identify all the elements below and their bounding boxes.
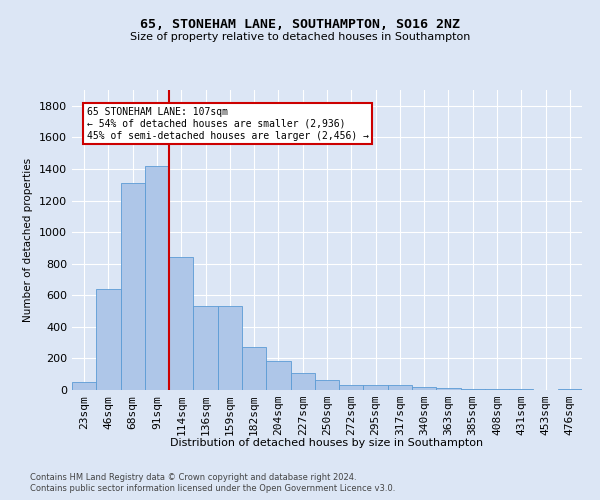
Bar bbox=[412, 387, 436, 390]
Bar bbox=[364, 385, 388, 390]
Bar bbox=[169, 258, 193, 390]
Bar bbox=[290, 374, 315, 390]
Bar bbox=[485, 389, 509, 390]
Text: Contains HM Land Registry data © Crown copyright and database right 2024.: Contains HM Land Registry data © Crown c… bbox=[30, 472, 356, 482]
Text: Size of property relative to detached houses in Southampton: Size of property relative to detached ho… bbox=[130, 32, 470, 42]
Bar bbox=[242, 348, 266, 390]
Bar bbox=[558, 389, 582, 390]
Bar bbox=[72, 382, 96, 390]
Text: 65, STONEHAM LANE, SOUTHAMPTON, SO16 2NZ: 65, STONEHAM LANE, SOUTHAMPTON, SO16 2NZ bbox=[140, 18, 460, 30]
Bar bbox=[436, 388, 461, 390]
Bar bbox=[388, 386, 412, 390]
Bar bbox=[96, 289, 121, 390]
Bar bbox=[339, 385, 364, 390]
Bar bbox=[193, 306, 218, 390]
Bar bbox=[509, 389, 533, 390]
Bar bbox=[145, 166, 169, 390]
Text: Distribution of detached houses by size in Southampton: Distribution of detached houses by size … bbox=[170, 438, 484, 448]
Bar bbox=[266, 361, 290, 390]
Bar bbox=[461, 388, 485, 390]
Text: Contains public sector information licensed under the Open Government Licence v3: Contains public sector information licen… bbox=[30, 484, 395, 493]
Text: 65 STONEHAM LANE: 107sqm
← 54% of detached houses are smaller (2,936)
45% of sem: 65 STONEHAM LANE: 107sqm ← 54% of detach… bbox=[86, 108, 368, 140]
Y-axis label: Number of detached properties: Number of detached properties bbox=[23, 158, 34, 322]
Bar bbox=[218, 306, 242, 390]
Bar bbox=[315, 380, 339, 390]
Bar bbox=[121, 183, 145, 390]
